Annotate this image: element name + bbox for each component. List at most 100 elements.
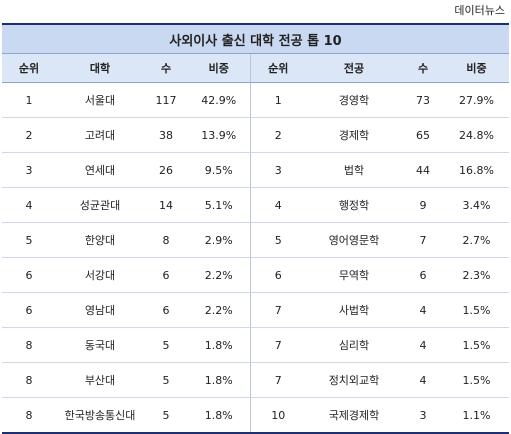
major-major-cell: 심리학 — [306, 327, 402, 363]
major-major-cell: 정치외교학 — [306, 362, 402, 398]
university-rank-cell: 3 — [2, 152, 56, 188]
table-row: 4 성균관대 14 5.1% 4 행정학 9 3.4% — [2, 187, 510, 223]
university-share-cell: 2.2% — [188, 292, 250, 328]
university-count-cell: 38 — [144, 117, 188, 153]
university-count-cell: 8 — [144, 222, 188, 258]
table-row: 1 서울대 117 42.9% 1 경영학 73 27.9% — [2, 82, 510, 118]
major-share-cell: 1.1% — [444, 397, 510, 434]
university-share-cell: 1.8% — [188, 362, 250, 398]
major-count-cell: 9 — [402, 187, 444, 223]
major-share-cell: 16.8% — [444, 152, 510, 188]
source-label: 데이터뉴스 — [454, 4, 505, 17]
university-share-cell: 5.1% — [188, 187, 250, 223]
major-share-cell: 1.5% — [444, 327, 510, 363]
major-major-cell: 법학 — [306, 152, 402, 188]
university-count-cell: 14 — [144, 187, 188, 223]
major-major-cell: 영어영문학 — [306, 222, 402, 258]
major-share-cell: 3.4% — [444, 187, 510, 223]
major-count-cell: 4 — [402, 292, 444, 328]
university-university-cell: 동국대 — [56, 327, 144, 363]
ranking-table: 사외이사 출신 대학 전공 톱 10 순위 대학 수 비중 순위 전공 수 비중… — [2, 23, 510, 434]
major-major-cell: 경제학 — [306, 117, 402, 153]
university-count-cell: 5 — [144, 397, 188, 434]
university-share-cell: 1.8% — [188, 327, 250, 363]
university-university-cell: 서강대 — [56, 257, 144, 293]
major-count-cell: 4 — [402, 362, 444, 398]
university-rank-cell: 5 — [2, 222, 56, 258]
major-rank-cell: 5 — [249, 222, 306, 258]
university-rank-cell: 1 — [2, 82, 56, 118]
university-count-cell: 5 — [144, 327, 188, 363]
university-count-cell: 6 — [144, 292, 188, 328]
header-row: 순위 대학 수 비중 순위 전공 수 비중 — [2, 53, 510, 83]
table-row: 6 서강대 6 2.2% 6 무역학 6 2.3% — [2, 257, 510, 293]
university-university-cell: 성균관대 — [56, 187, 144, 223]
university-university-cell: 서울대 — [56, 82, 144, 118]
header-rank-left: 순위 — [2, 53, 56, 83]
major-rank-cell: 6 — [249, 257, 306, 293]
university-share-cell: 2.2% — [188, 257, 250, 293]
major-count-cell: 7 — [402, 222, 444, 258]
major-major-cell: 국제경제학 — [306, 397, 402, 434]
university-university-cell: 한국방송통신대 — [56, 397, 144, 434]
major-count-cell: 3 — [402, 397, 444, 434]
header-major: 전공 — [306, 53, 402, 83]
major-share-cell: 1.5% — [444, 362, 510, 398]
header-count-right: 수 — [402, 53, 444, 83]
major-major-cell: 경영학 — [306, 82, 402, 118]
major-major-cell: 사법학 — [306, 292, 402, 328]
university-count-cell: 117 — [144, 82, 188, 118]
major-count-cell: 4 — [402, 327, 444, 363]
university-university-cell: 고려대 — [56, 117, 144, 153]
university-share-cell: 1.8% — [188, 397, 250, 434]
university-university-cell: 부산대 — [56, 362, 144, 398]
major-count-cell: 73 — [402, 82, 444, 118]
table-row: 3 연세대 26 9.5% 3 법학 44 16.8% — [2, 152, 510, 188]
major-count-cell: 44 — [402, 152, 444, 188]
major-major-cell: 무역학 — [306, 257, 402, 293]
university-university-cell: 영남대 — [56, 292, 144, 328]
university-rank-cell: 8 — [2, 397, 56, 434]
university-rank-cell: 6 — [2, 292, 56, 328]
header-rank-right: 순위 — [249, 53, 306, 83]
major-rank-cell: 1 — [249, 82, 306, 118]
major-major-cell: 행정학 — [306, 187, 402, 223]
university-count-cell: 26 — [144, 152, 188, 188]
major-share-cell: 2.7% — [444, 222, 510, 258]
header-share-left: 비중 — [188, 53, 250, 83]
table-row: 5 한양대 8 2.9% 5 영어영문학 7 2.7% — [2, 222, 510, 258]
table-row: 8 부산대 5 1.8% 7 정치외교학 4 1.5% — [2, 362, 510, 398]
university-share-cell: 13.9% — [188, 117, 250, 153]
major-share-cell: 24.8% — [444, 117, 510, 153]
major-rank-cell: 7 — [249, 292, 306, 328]
table-row: 2 고려대 38 13.9% 2 경제학 65 24.8% — [2, 117, 510, 153]
major-rank-cell: 7 — [249, 327, 306, 363]
major-rank-cell: 7 — [249, 362, 306, 398]
university-count-cell: 6 — [144, 257, 188, 293]
header-count-left: 수 — [144, 53, 188, 83]
major-share-cell: 2.3% — [444, 257, 510, 293]
major-count-cell: 6 — [402, 257, 444, 293]
university-rank-cell: 8 — [2, 327, 56, 363]
major-rank-cell: 10 — [249, 397, 306, 434]
major-rank-cell: 3 — [249, 152, 306, 188]
university-share-cell: 9.5% — [188, 152, 250, 188]
university-rank-cell: 2 — [2, 117, 56, 153]
major-rank-cell: 4 — [249, 187, 306, 223]
major-share-cell: 1.5% — [444, 292, 510, 328]
university-share-cell: 2.9% — [188, 222, 250, 258]
table-title: 사외이사 출신 대학 전공 톱 10 — [2, 23, 510, 54]
university-rank-cell: 4 — [2, 187, 56, 223]
header-share-right: 비중 — [444, 53, 510, 83]
table-row: 8 동국대 5 1.8% 7 심리학 4 1.5% — [2, 327, 510, 363]
major-share-cell: 27.9% — [444, 82, 510, 118]
university-university-cell: 연세대 — [56, 152, 144, 188]
major-rank-cell: 2 — [249, 117, 306, 153]
university-count-cell: 5 — [144, 362, 188, 398]
university-rank-cell: 8 — [2, 362, 56, 398]
major-count-cell: 65 — [402, 117, 444, 153]
university-rank-cell: 6 — [2, 257, 56, 293]
title-row: 사외이사 출신 대학 전공 톱 10 — [2, 23, 510, 54]
table-row: 6 영남대 6 2.2% 7 사법학 4 1.5% — [2, 292, 510, 328]
table-row: 8 한국방송통신대 5 1.8% 10 국제경제학 3 1.1% — [2, 397, 510, 434]
